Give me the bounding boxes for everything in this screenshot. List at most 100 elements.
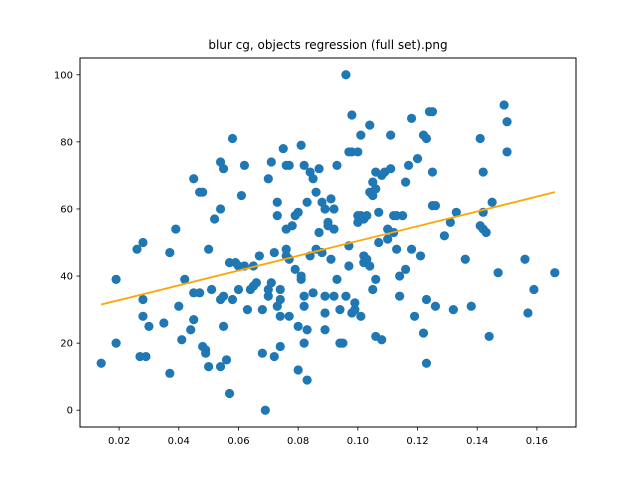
data-point — [409, 311, 420, 321]
data-point — [111, 338, 121, 348]
data-point — [356, 311, 366, 321]
data-point — [284, 160, 294, 170]
data-point — [499, 100, 509, 110]
data-point — [132, 244, 142, 254]
data-point — [111, 274, 121, 284]
data-point — [293, 321, 303, 331]
plot-area — [80, 58, 576, 427]
data-point — [427, 167, 438, 177]
data-point — [421, 358, 432, 368]
y-tick-label: 20 — [60, 339, 73, 350]
data-point — [159, 318, 169, 328]
data-point — [338, 338, 348, 348]
data-point — [550, 268, 560, 278]
data-point — [392, 244, 402, 254]
data-point — [448, 304, 458, 315]
data-point — [189, 315, 199, 325]
data-point — [332, 274, 342, 284]
data-point — [320, 325, 330, 335]
data-point — [481, 227, 491, 238]
data-point — [263, 174, 273, 184]
x-tick-label: 0.14 — [466, 436, 488, 447]
x-tick-label: 0.02 — [108, 436, 130, 447]
data-point — [412, 154, 423, 164]
data-point — [218, 291, 229, 301]
y-tick-label: 80 — [60, 137, 73, 148]
data-point — [218, 321, 229, 331]
y-tick-label: 60 — [60, 204, 73, 215]
data-point — [198, 187, 208, 197]
data-point — [165, 368, 175, 378]
data-point — [329, 224, 339, 234]
data-point — [314, 164, 324, 174]
data-point — [398, 211, 408, 221]
data-point — [138, 294, 148, 305]
data-point — [171, 224, 181, 234]
data-point — [177, 335, 187, 345]
data-point — [493, 268, 503, 278]
data-point — [302, 197, 312, 207]
data-point — [299, 291, 309, 301]
data-point — [287, 221, 297, 231]
data-point — [308, 288, 318, 298]
x-tick-label: 0.10 — [347, 436, 369, 447]
data-point — [251, 278, 261, 288]
data-point — [138, 311, 148, 321]
data-point — [502, 117, 512, 127]
data-point — [275, 341, 285, 352]
data-point — [254, 251, 264, 261]
data-point — [284, 311, 294, 321]
data-point — [371, 184, 381, 194]
data-point — [415, 251, 426, 261]
data-point — [302, 325, 312, 335]
data-point — [400, 264, 411, 274]
data-point — [275, 311, 285, 321]
data-point — [439, 231, 449, 241]
data-point — [233, 284, 244, 295]
x-tick-label: 0.16 — [526, 436, 548, 447]
data-point — [341, 291, 351, 301]
data-point — [320, 291, 330, 301]
data-point — [201, 345, 211, 355]
data-point — [395, 271, 405, 281]
data-point — [406, 244, 417, 254]
data-point — [371, 274, 381, 284]
data-point — [272, 211, 282, 221]
data-point — [502, 147, 512, 157]
data-point — [329, 291, 339, 301]
data-point — [215, 362, 226, 372]
data-point — [400, 177, 411, 187]
data-point — [377, 335, 387, 345]
data-point — [186, 325, 196, 335]
data-point — [281, 244, 291, 254]
data-point — [180, 274, 190, 284]
data-point — [374, 207, 384, 217]
y-tick-label: 100 — [54, 70, 73, 81]
data-point — [290, 264, 300, 274]
data-point — [362, 211, 372, 221]
data-point — [269, 247, 279, 258]
data-point — [365, 120, 375, 130]
data-point — [451, 207, 461, 217]
chart-title: blur cg, objects regression (full set).p… — [208, 38, 447, 52]
data-point — [350, 304, 360, 315]
data-point — [293, 207, 303, 217]
data-point — [421, 133, 432, 144]
points-layer — [96, 70, 560, 415]
data-point — [368, 284, 378, 295]
data-point — [165, 247, 175, 258]
data-point — [320, 308, 330, 318]
data-point — [395, 291, 405, 301]
data-point — [341, 70, 351, 80]
data-point — [224, 388, 235, 399]
data-point — [460, 254, 470, 264]
data-point — [406, 113, 417, 123]
x-tick-label: 0.12 — [406, 436, 428, 447]
data-point — [523, 308, 533, 318]
data-point — [430, 201, 441, 211]
data-point — [487, 197, 497, 207]
data-point — [227, 294, 238, 305]
plot-frame — [79, 57, 577, 428]
x-tick-label: 0.04 — [168, 436, 190, 447]
